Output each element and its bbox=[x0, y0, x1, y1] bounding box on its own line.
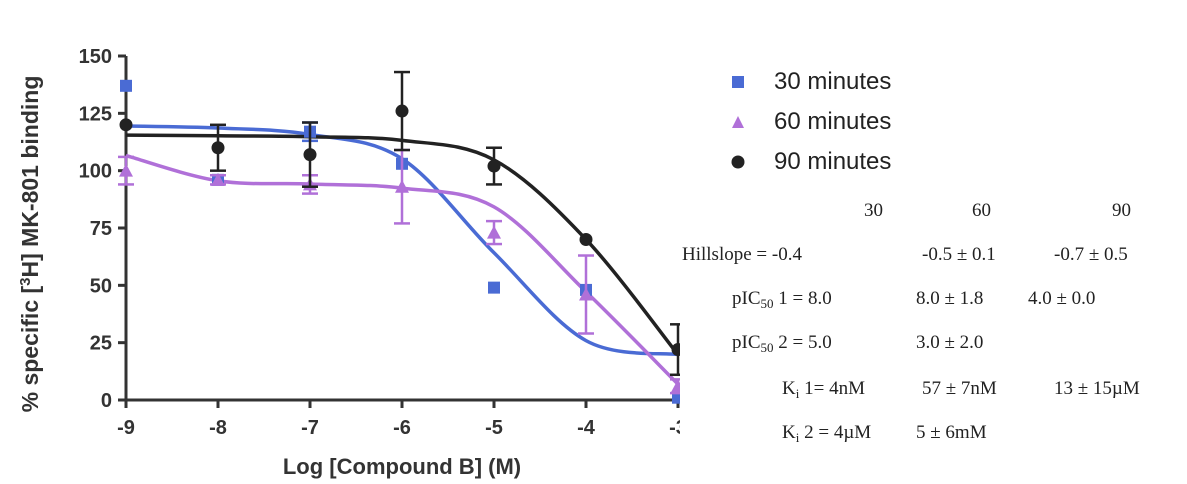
hillslope-label: Hillslope = -0.4 bbox=[682, 244, 802, 265]
x-tick-label: -3 bbox=[669, 417, 680, 439]
data-point bbox=[120, 79, 132, 92]
axes-layer: 0 25 50 75 100 125 150 -9 -8 -7 -6 -5 -4 -3 bbox=[79, 46, 680, 439]
ki-1-60: 57 ± 7nM bbox=[922, 378, 997, 399]
triangle-marker-icon bbox=[728, 112, 748, 132]
x-tick-label: -8 bbox=[209, 417, 227, 439]
square-marker-icon bbox=[728, 72, 748, 92]
data-point bbox=[395, 179, 409, 193]
hillslope-60: -0.5 ± 0.1 bbox=[922, 244, 996, 265]
x-tick-label: -4 bbox=[577, 417, 596, 439]
legend-label: 30 minutes bbox=[774, 68, 892, 95]
y-axis-label: % specific [3H] MK-801 binding bbox=[17, 76, 44, 413]
data-point bbox=[579, 232, 593, 246]
legend-item-90: 90 minutes bbox=[728, 142, 891, 182]
data-point bbox=[211, 141, 225, 155]
x-tick-label: -6 bbox=[393, 417, 411, 439]
y-tick-label: 75 bbox=[90, 218, 112, 240]
x-tick-label: -9 bbox=[117, 417, 135, 439]
col-header-90: 90 bbox=[1112, 200, 1131, 221]
data-point bbox=[303, 148, 317, 162]
y-tick-label: 150 bbox=[79, 46, 112, 68]
ki-2-label: Ki 2 = 4µM bbox=[782, 422, 872, 445]
pic50-2-60: 3.0 ± 2.0 bbox=[916, 332, 984, 353]
pic50-1-90: 4.0 ± 0.0 bbox=[1028, 288, 1096, 309]
ki-1-label: Ki 1= 4nM bbox=[782, 378, 865, 401]
hillslope-90: -0.7 ± 0.5 bbox=[1054, 244, 1128, 265]
x-tick-label: -7 bbox=[301, 417, 319, 439]
data-point bbox=[487, 159, 501, 173]
legend-label: 90 minutes bbox=[774, 148, 892, 175]
y-tick-label: 50 bbox=[90, 275, 112, 297]
circle-marker-icon bbox=[728, 152, 748, 172]
y-tick-label: 0 bbox=[101, 390, 112, 412]
data-point bbox=[119, 163, 133, 177]
legend-label: 60 minutes bbox=[774, 108, 892, 135]
col-header-60: 60 bbox=[972, 200, 991, 221]
ki-1-90: 13 ± 15µM bbox=[1054, 378, 1140, 399]
data-point bbox=[395, 104, 409, 118]
x-axis-label: Log [Compound B] (M) bbox=[283, 454, 521, 479]
chart-canvas: 0 25 50 75 100 125 150 -9 -8 -7 -6 -5 -4 -3 % specifi… bbox=[17, 46, 680, 479]
pic50-1-60: 8.0 ± 1.8 bbox=[916, 288, 984, 309]
data-point bbox=[211, 172, 225, 186]
pic50-2-label: pIC50 2 = 5.0 bbox=[732, 332, 832, 355]
data-points-layer bbox=[118, 70, 680, 404]
legend-item-60: 60 minutes bbox=[728, 102, 891, 142]
legend: 30 minutes 60 minutes 90 minutes bbox=[728, 62, 891, 182]
data-point bbox=[671, 343, 680, 357]
data-point bbox=[119, 118, 133, 132]
ki-2-60: 5 ± 6mM bbox=[916, 422, 987, 443]
col-header-30: 30 bbox=[864, 200, 883, 221]
data-point bbox=[672, 391, 680, 404]
y-tick-label: 100 bbox=[79, 161, 112, 183]
y-tick-label: 125 bbox=[79, 103, 112, 125]
pic50-1-label: pIC50 1 = 8.0 bbox=[732, 288, 832, 311]
data-point bbox=[487, 225, 501, 239]
data-point bbox=[488, 281, 500, 294]
y-tick-label: 25 bbox=[90, 333, 112, 355]
data-point bbox=[579, 287, 593, 301]
x-tick-label: -5 bbox=[485, 417, 503, 439]
legend-item-30: 30 minutes bbox=[728, 62, 891, 102]
data-point bbox=[671, 379, 680, 393]
